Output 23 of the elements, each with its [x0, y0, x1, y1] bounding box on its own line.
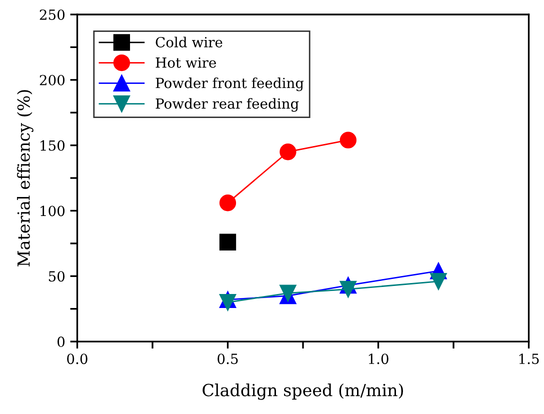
- y-tick-label: 200: [40, 74, 65, 86]
- x-tick-label: 0.0: [67, 354, 88, 364]
- y-tick-label: 250: [40, 9, 65, 20]
- point: [280, 144, 296, 160]
- y-tick-label: 50: [48, 271, 65, 282]
- point: [340, 280, 356, 298]
- x-axis-title: Claddign speed (m/min): [202, 383, 403, 400]
- y-tick-label: 100: [40, 206, 65, 216]
- point: [219, 194, 236, 212]
- y-axis-title: Material effiency (%): [17, 90, 34, 266]
- legend-label: Hot wire: [156, 57, 216, 68]
- y-tick-label: 150: [40, 140, 65, 151]
- point: [280, 284, 296, 302]
- x-tick-label: 1.5: [519, 354, 539, 364]
- x-tick-label: 0.5: [218, 354, 238, 364]
- point: [340, 132, 356, 148]
- legend-label: Powder rear feeding: [156, 98, 299, 112]
- legend-label: Cold wire: [156, 36, 222, 48]
- x-tick-label: 1.0: [368, 354, 388, 364]
- y-tick-label: 0: [58, 336, 65, 348]
- point: [430, 273, 447, 290]
- point: [219, 234, 236, 250]
- legend-label: Powder front feeding: [156, 77, 304, 92]
